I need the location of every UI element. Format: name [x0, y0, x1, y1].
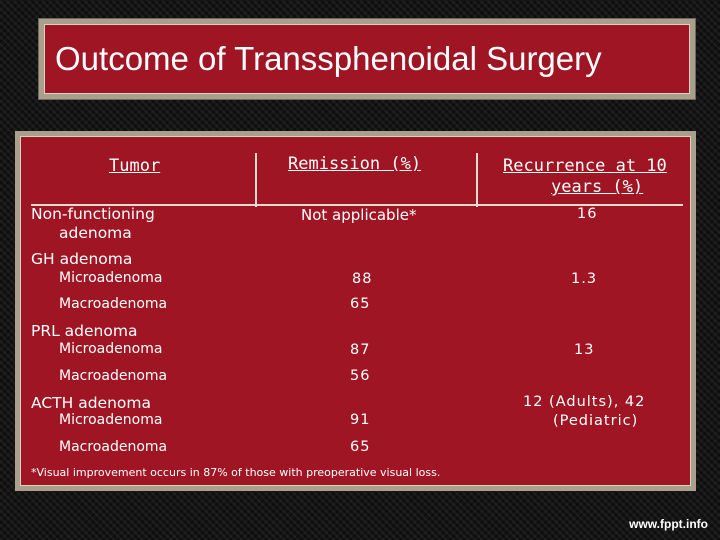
row-acth-micro-label: Microadenoma — [59, 412, 163, 428]
slide-title: Outcome of Transsphenoidal Surgery — [55, 40, 602, 77]
title-frame: Outcome of Transsphenoidal Surgery — [38, 18, 696, 100]
column-divider-left — [255, 153, 257, 207]
group-gh-label: GH adenoma — [31, 250, 133, 268]
row-gh-recurrence: 1.3 — [571, 271, 598, 287]
header-tumor: Tumor — [109, 156, 161, 176]
row-gh-macro-remission: 65 — [350, 296, 371, 312]
header-divider — [31, 204, 683, 206]
row-nonfunctioning-label-line1: Non-functioning — [31, 205, 155, 223]
column-divider-right — [476, 153, 478, 207]
row-gh-macro-label: Macroadenoma — [59, 296, 168, 312]
header-remission: Remission (%) — [288, 154, 422, 174]
row-nonfunctioning-recurrence: 16 — [577, 206, 598, 222]
row-acth-recurrence-line1: 12 (Adults), 42 — [523, 394, 646, 410]
row-prl-macro-label: Macroadenoma — [59, 368, 168, 384]
header-recurrence-line1: Recurrence at 10 — [503, 156, 667, 176]
group-prl-label: PRL adenoma — [31, 322, 138, 340]
footer-url: www.fppt.info — [629, 517, 708, 531]
title-box: Outcome of Transsphenoidal Surgery — [44, 24, 690, 94]
row-gh-micro-remission: 88 — [352, 271, 373, 287]
row-acth-recurrence-line2: (Pediatric) — [553, 413, 639, 429]
row-prl-recurrence: 13 — [574, 342, 595, 358]
outcome-table: Tumor Remission (%) Recurrence at 10 yea… — [20, 136, 691, 486]
row-acth-macro-remission: 65 — [350, 439, 371, 455]
row-prl-micro-remission: 87 — [350, 342, 371, 358]
row-acth-macro-label: Macroadenoma — [59, 439, 168, 455]
row-gh-micro-label: Microadenoma — [59, 270, 163, 286]
group-acth-label: ACTH adenoma — [31, 394, 151, 412]
row-nonfunctioning-label-line2: adenoma — [59, 224, 132, 242]
row-acth-micro-remission: 91 — [350, 412, 371, 428]
row-nonfunctioning-remission: Not applicable* — [301, 206, 417, 224]
content-frame: Tumor Remission (%) Recurrence at 10 yea… — [15, 131, 696, 491]
row-prl-micro-label: Microadenoma — [59, 341, 163, 357]
row-prl-macro-remission: 56 — [350, 368, 371, 384]
table-footnote: *Visual improvement occurs in 87% of tho… — [31, 466, 441, 479]
header-recurrence-line2: years (%) — [551, 177, 644, 197]
